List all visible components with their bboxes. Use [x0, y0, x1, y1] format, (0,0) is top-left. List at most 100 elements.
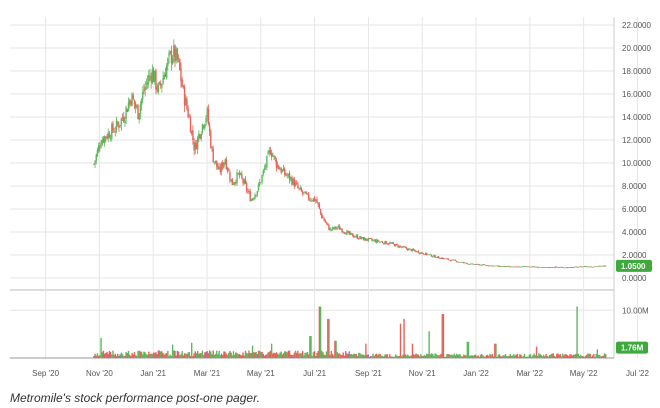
candle-body [589, 266, 591, 268]
volume-bar [254, 352, 256, 358]
candle-body [239, 173, 242, 175]
volume-bar [548, 355, 551, 358]
volume-bar [99, 355, 101, 358]
volume-bar [325, 351, 328, 358]
volume-bar [453, 353, 455, 358]
volume-bar [162, 353, 164, 358]
volume-bar [297, 350, 299, 358]
volume-bar [204, 352, 206, 358]
volume-bar [113, 354, 115, 358]
x-tick-label: Jan '21 [140, 369, 166, 378]
candle-body [472, 263, 474, 265]
candle-body [597, 266, 600, 267]
volume-bar [411, 343, 414, 358]
price-tick-label: 20.0000 [622, 44, 651, 53]
volume-bar [321, 350, 323, 358]
candle-body [218, 166, 220, 169]
candle-body [384, 240, 386, 245]
volume-bar [417, 354, 420, 358]
volume-bar [546, 355, 548, 358]
volume-bar [513, 354, 515, 358]
candle-body [591, 266, 594, 268]
volume-bar [583, 357, 585, 358]
volume-bar [128, 354, 131, 358]
candle-body [231, 178, 233, 185]
candle-body [165, 65, 168, 78]
volume-bar [332, 355, 335, 358]
candle-body [146, 82, 149, 85]
candle-body [97, 145, 100, 151]
volume-bar [224, 351, 226, 358]
volume-tick-label: 10.00M [622, 306, 649, 315]
volume-bar [390, 356, 392, 358]
volume-bar [195, 353, 198, 358]
candle-body [196, 137, 199, 150]
volume-bar [200, 353, 202, 358]
candle-body [428, 254, 430, 256]
volume-bar [491, 354, 494, 358]
volume-bar [443, 356, 446, 358]
volume-bar [290, 354, 292, 358]
price-tick-label: 14.0000 [622, 113, 651, 122]
candle-body [182, 85, 185, 88]
candle-body [152, 69, 155, 82]
candle-body [343, 232, 346, 234]
volume-bar [183, 353, 186, 358]
volume-bar [206, 351, 208, 358]
candle-body [489, 265, 491, 267]
volume-bar [165, 353, 168, 358]
candle-body [409, 248, 411, 250]
volume-bar [127, 350, 130, 358]
volume-bar [371, 356, 373, 358]
volume-bar [556, 353, 558, 358]
candle-body [495, 265, 497, 267]
candle-body [584, 266, 587, 267]
candle-body [538, 267, 540, 269]
volume-bar [554, 356, 557, 358]
candle-body [372, 240, 374, 241]
candle-body [501, 266, 503, 267]
volume-bar [566, 355, 569, 358]
volume-bar [457, 354, 459, 358]
candle-body [278, 165, 280, 169]
price-candles [93, 39, 607, 269]
volume-bar [483, 356, 485, 358]
candle-body [547, 267, 550, 268]
volume-bar [111, 354, 113, 358]
candle-body [237, 173, 239, 174]
candle-body [344, 233, 347, 235]
candle-body [391, 242, 393, 244]
candle-body [341, 229, 343, 233]
candle-body [387, 243, 390, 245]
candle-body [138, 113, 140, 120]
volume-bar [410, 355, 412, 358]
volume-bar [120, 352, 123, 358]
candle-body [371, 238, 373, 241]
candle-body [430, 254, 433, 257]
volume-bar [329, 354, 331, 358]
candle-body [497, 265, 500, 267]
volume-bar [137, 351, 139, 358]
candle-body [440, 257, 442, 259]
candle-body [367, 238, 369, 241]
candle-body [99, 146, 101, 148]
candle-body [162, 78, 164, 85]
candle-body [213, 161, 216, 163]
volume-bar [210, 351, 212, 358]
candle-body [95, 154, 97, 161]
volume-bar [170, 355, 173, 358]
volume-bar [310, 336, 312, 358]
candle-body [346, 231, 348, 235]
candle-body [111, 124, 113, 139]
candle-body [230, 179, 232, 182]
volume-bar [347, 354, 349, 358]
volume-bar [439, 354, 441, 358]
volume-bar [273, 352, 275, 358]
volume-bar [269, 350, 272, 358]
volume-bar [232, 351, 235, 358]
volume-bar [257, 350, 260, 358]
last-price-label: 1.0500 [621, 262, 646, 271]
candle-body [113, 131, 115, 133]
volume-bar [239, 354, 242, 358]
candle-body [377, 239, 379, 242]
